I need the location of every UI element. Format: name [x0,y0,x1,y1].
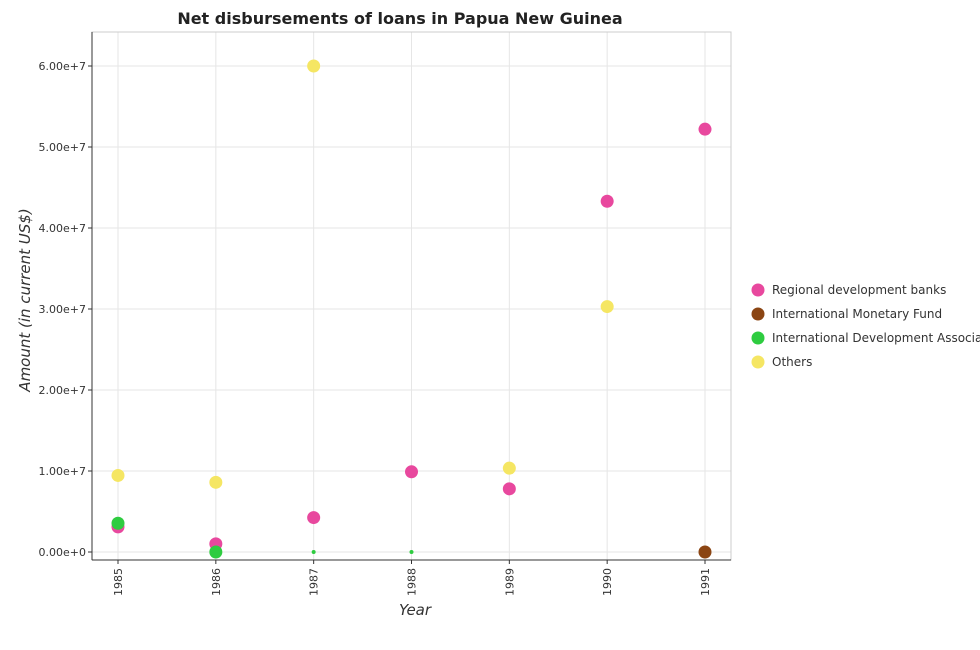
data-point [307,511,321,525]
y-tick-label: 4.00e+7 [39,222,86,235]
legend: Regional development banks International … [751,283,980,369]
legend-label: International Development Association [772,331,980,345]
grid [92,32,731,560]
legend-marker [751,283,765,297]
data-point [698,545,712,559]
data-points [111,59,712,559]
x-tick-label: 1986 [210,568,223,596]
x-axis-title: Year [399,601,432,619]
data-point [698,122,712,136]
x-tick-label: 1987 [308,568,321,596]
x-tick-label: 1989 [503,568,516,596]
legend-marker [751,331,765,345]
data-point [209,475,223,489]
legend-label: Others [772,355,812,369]
legend-label: Regional development banks [772,283,946,297]
y-axis-ticks: 0.00e+0 1.00e+7 2.00e+7 3.00e+7 4.00e+7 5.00e… [39,60,92,559]
chart-title: Net disbursements of loans in Papua New … [177,9,622,28]
y-tick-label: 2.00e+7 [39,384,86,397]
data-point [502,461,516,475]
data-point [405,465,418,479]
legend-label: International Monetary Fund [772,307,942,321]
data-point [600,194,614,208]
data-point [307,59,321,73]
x-tick-label: 1988 [406,568,419,596]
x-axis-ticks: 1985 1986 1987 1988 1989 1990 1991 [112,560,712,596]
zero-marker [409,550,414,554]
data-point [600,300,614,314]
data-point [502,482,516,496]
x-tick-label: 1985 [112,568,125,596]
y-tick-label: 0.00e+0 [39,546,86,559]
y-tick-label: 6.00e+7 [39,60,86,73]
data-point [209,545,223,559]
x-tick-label: 1990 [601,568,614,596]
legend-marker [751,355,765,369]
legend-marker [751,307,765,321]
y-axis-title: Amount (in current US$) [16,208,34,392]
data-point [111,516,125,530]
y-tick-label: 5.00e+7 [39,141,86,154]
data-point [111,468,125,482]
y-tick-label: 3.00e+7 [39,303,86,316]
y-tick-label: 1.00e+7 [39,465,86,478]
x-tick-label: 1991 [699,568,712,596]
zero-marker [311,550,316,554]
